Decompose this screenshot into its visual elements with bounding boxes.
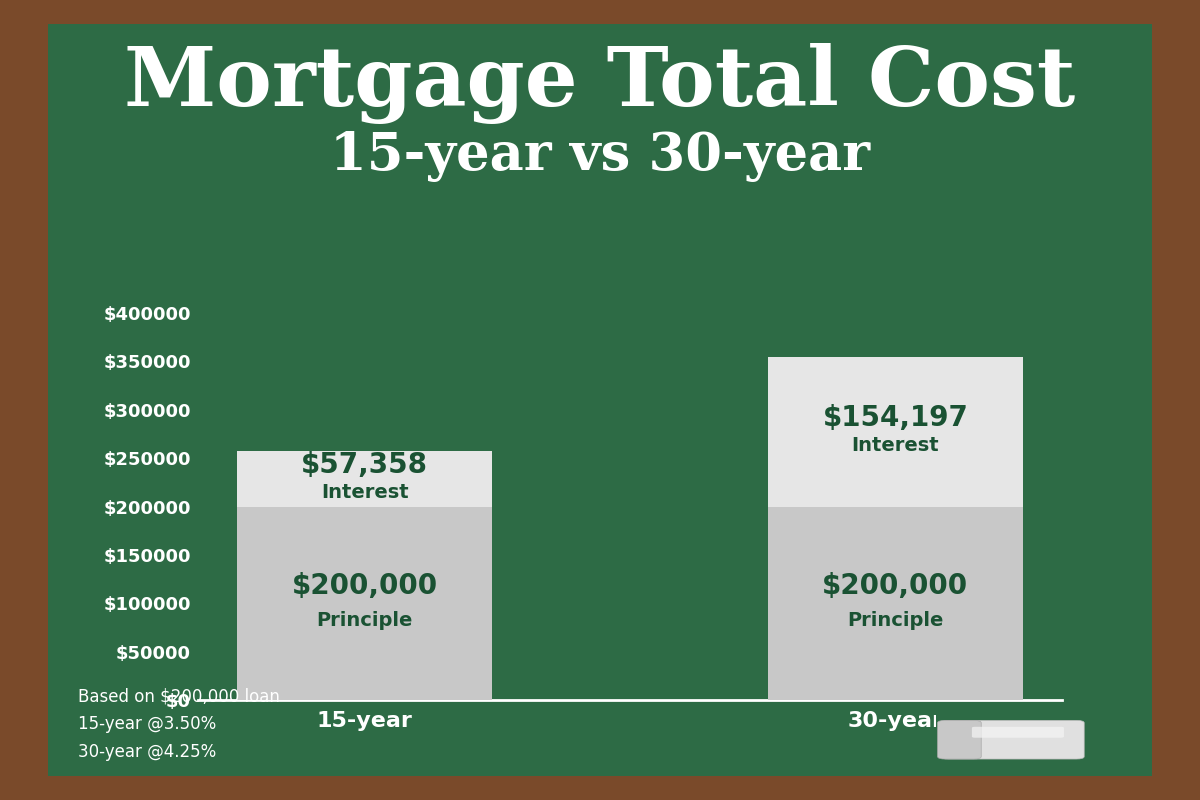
Text: Interest: Interest (852, 436, 940, 455)
Bar (238, 451, 492, 506)
FancyBboxPatch shape (937, 720, 982, 759)
Text: Mortgage Total Cost: Mortgage Total Cost (125, 43, 1075, 125)
Bar (238, 506, 492, 700)
Text: $57,358: $57,358 (301, 451, 428, 479)
FancyBboxPatch shape (941, 720, 1085, 759)
Bar (768, 358, 1022, 506)
FancyBboxPatch shape (972, 726, 1064, 738)
Text: $154,197: $154,197 (822, 404, 968, 432)
Text: Based on $200,000 loan
15-year @3.50%
30-year @4.25%: Based on $200,000 loan 15-year @3.50% 30… (78, 687, 280, 761)
Bar (768, 506, 1022, 700)
Text: $200,000: $200,000 (822, 572, 968, 600)
Text: Principle: Principle (317, 611, 413, 630)
Text: Principle: Principle (847, 611, 943, 630)
Text: 15-year vs 30-year: 15-year vs 30-year (330, 130, 870, 182)
Text: Interest: Interest (320, 483, 408, 502)
Text: $200,000: $200,000 (292, 572, 438, 600)
